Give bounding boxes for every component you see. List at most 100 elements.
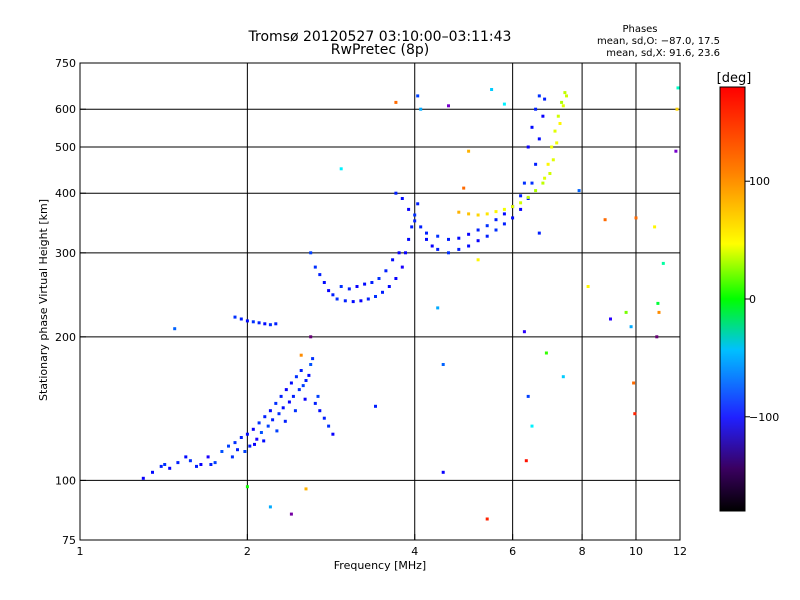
y-tick-label: 500 <box>55 141 76 154</box>
data-point <box>275 429 279 433</box>
grid-lines <box>80 63 680 540</box>
data-point <box>327 424 331 428</box>
data-point <box>307 373 311 377</box>
data-point <box>425 231 428 235</box>
data-point <box>476 228 480 232</box>
data-point <box>522 330 526 334</box>
y-axis-label: Stationary phase Virtual Height [km] <box>37 199 50 401</box>
data-point <box>245 319 249 323</box>
data-point <box>339 285 343 288</box>
data-point <box>233 315 237 319</box>
data-point <box>548 172 552 175</box>
data-point <box>363 282 367 286</box>
data-point <box>209 463 213 466</box>
data-point <box>476 239 480 243</box>
data-point <box>266 424 270 428</box>
data-point <box>555 141 559 145</box>
data-point <box>291 394 295 398</box>
data-point <box>467 149 471 153</box>
data-point <box>331 293 335 297</box>
data-point <box>550 145 554 149</box>
data-point <box>251 427 255 431</box>
data-point <box>384 269 388 273</box>
data-point <box>661 261 665 265</box>
data-point <box>436 234 440 238</box>
data-point <box>560 100 564 104</box>
data-point <box>494 218 498 222</box>
data-point <box>268 409 272 413</box>
data-point <box>335 297 339 301</box>
data-point <box>524 459 528 463</box>
data-point <box>502 212 506 216</box>
data-point <box>485 224 489 228</box>
data-point <box>327 289 331 293</box>
plot-frame <box>79 62 681 541</box>
data-point <box>404 251 407 255</box>
data-point <box>195 464 198 468</box>
x-tick-label: 6 <box>509 545 516 558</box>
data-point <box>490 88 494 91</box>
data-point <box>318 273 322 277</box>
x-tick-label: 2 <box>244 545 251 558</box>
data-point <box>173 327 177 331</box>
data-point <box>675 107 679 111</box>
data-point <box>629 325 633 329</box>
data-point <box>397 251 401 255</box>
y-tick-label: 400 <box>55 187 76 200</box>
data-point <box>563 91 567 95</box>
data-point <box>304 487 308 491</box>
data-point <box>299 353 303 357</box>
data-point <box>502 222 506 226</box>
data-point <box>530 181 534 185</box>
data-point <box>676 86 680 90</box>
data-point <box>304 379 308 382</box>
data-point <box>316 394 320 398</box>
data-point <box>457 210 461 214</box>
y-tick-label: 300 <box>55 247 76 260</box>
x-tick-label: 10 <box>629 545 643 558</box>
data-point <box>213 461 217 465</box>
data-point <box>541 181 545 185</box>
data-point <box>248 444 252 448</box>
data-point <box>447 237 450 241</box>
colorbar-label: [deg] <box>717 71 752 86</box>
data-point <box>370 281 374 284</box>
data-point <box>331 432 335 436</box>
data-point <box>530 424 534 428</box>
data-point <box>511 216 515 220</box>
data-point <box>311 357 315 361</box>
data-point <box>462 186 466 190</box>
data-point <box>457 236 461 240</box>
data-point <box>318 409 322 413</box>
data-point <box>262 439 266 443</box>
data-point <box>176 461 180 465</box>
data-point <box>309 251 313 255</box>
data-point <box>253 442 256 446</box>
data-point <box>322 416 326 420</box>
data-point <box>419 107 423 111</box>
data-point <box>259 431 263 434</box>
data-point <box>657 310 661 314</box>
data-point <box>381 290 384 294</box>
data-point <box>633 412 637 416</box>
data-point <box>243 450 247 453</box>
data-point <box>553 129 557 133</box>
data-point <box>377 277 381 280</box>
data-point <box>416 94 420 98</box>
data-point <box>467 232 471 236</box>
data-point <box>283 419 287 423</box>
data-points <box>141 86 680 521</box>
data-point <box>301 384 305 388</box>
data-point <box>374 404 377 408</box>
data-point <box>400 197 404 200</box>
data-point <box>511 205 515 209</box>
colorbar-tick-label: 100 <box>749 175 770 188</box>
data-point <box>274 322 278 326</box>
x-tick-label: 12 <box>673 545 687 558</box>
data-point <box>257 421 261 425</box>
data-point <box>457 247 461 251</box>
data-point <box>281 406 285 410</box>
data-point <box>561 375 565 379</box>
data-point <box>558 122 562 125</box>
data-point <box>634 216 638 220</box>
